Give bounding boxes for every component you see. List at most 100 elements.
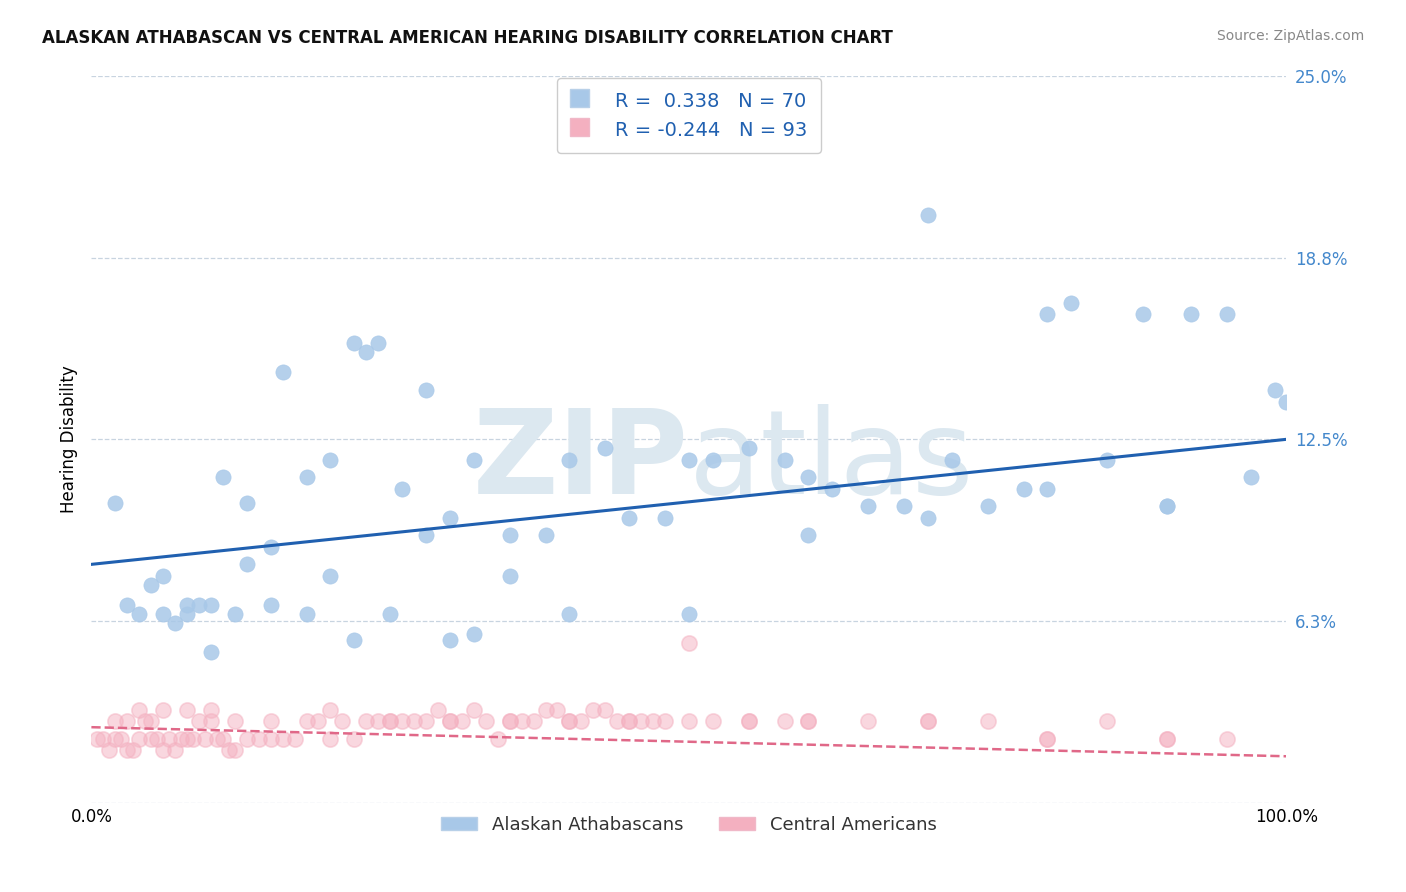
Point bbox=[122, 743, 145, 757]
Point bbox=[141, 731, 162, 746]
Point bbox=[498, 528, 520, 542]
Point bbox=[271, 366, 294, 380]
Point bbox=[319, 569, 342, 583]
Point bbox=[378, 714, 402, 729]
Point bbox=[582, 703, 605, 717]
Text: ALASKAN ATHABASCAN VS CENTRAL AMERICAN HEARING DISABILITY CORRELATION CHART: ALASKAN ATHABASCAN VS CENTRAL AMERICAN H… bbox=[42, 29, 893, 46]
Point bbox=[1215, 731, 1237, 746]
Point bbox=[641, 714, 664, 729]
Point bbox=[619, 714, 641, 729]
Point bbox=[941, 452, 963, 467]
Point bbox=[367, 336, 389, 351]
Point bbox=[200, 714, 222, 729]
Point bbox=[702, 714, 724, 729]
Point bbox=[797, 528, 820, 542]
Point bbox=[157, 731, 180, 746]
Point bbox=[354, 345, 377, 359]
Point bbox=[737, 441, 759, 455]
Y-axis label: Hearing Disability: Hearing Disability bbox=[59, 366, 77, 513]
Point bbox=[98, 743, 121, 757]
Point bbox=[439, 511, 461, 525]
Point bbox=[558, 452, 581, 467]
Point bbox=[893, 499, 915, 513]
Point bbox=[654, 511, 676, 525]
Point bbox=[152, 743, 174, 757]
Point bbox=[678, 607, 700, 621]
Point bbox=[176, 598, 198, 612]
Point bbox=[86, 731, 108, 746]
Point bbox=[211, 470, 233, 484]
Point bbox=[856, 499, 880, 513]
Point bbox=[354, 714, 377, 729]
Legend: Alaskan Athabascans, Central Americans: Alaskan Athabascans, Central Americans bbox=[434, 808, 943, 841]
Point bbox=[224, 607, 246, 621]
Point bbox=[439, 714, 461, 729]
Point bbox=[152, 607, 174, 621]
Point bbox=[619, 511, 641, 525]
Point bbox=[319, 452, 342, 467]
Point bbox=[224, 714, 246, 729]
Point bbox=[218, 743, 240, 757]
Point bbox=[271, 731, 294, 746]
Point bbox=[307, 714, 329, 729]
Point bbox=[558, 607, 581, 621]
Point bbox=[128, 703, 150, 717]
Point bbox=[235, 731, 259, 746]
Point bbox=[115, 743, 138, 757]
Point bbox=[486, 731, 509, 746]
Point bbox=[415, 383, 437, 397]
Point bbox=[1264, 383, 1286, 397]
Point bbox=[110, 731, 132, 746]
Point bbox=[187, 714, 211, 729]
Point bbox=[295, 607, 318, 621]
Point bbox=[917, 208, 939, 222]
Point bbox=[1156, 499, 1178, 513]
Point bbox=[976, 499, 998, 513]
Point bbox=[343, 731, 366, 746]
Point bbox=[474, 714, 498, 729]
Point bbox=[391, 482, 413, 496]
Point bbox=[152, 703, 174, 717]
Point bbox=[558, 714, 581, 729]
Point bbox=[1156, 499, 1178, 513]
Point bbox=[104, 714, 127, 729]
Point bbox=[737, 714, 759, 729]
Point bbox=[259, 714, 281, 729]
Point bbox=[678, 452, 700, 467]
Point bbox=[1156, 731, 1178, 746]
Point bbox=[426, 703, 449, 717]
Point bbox=[678, 636, 700, 650]
Point bbox=[200, 703, 222, 717]
Point bbox=[332, 714, 354, 729]
Point bbox=[630, 714, 652, 729]
Point bbox=[534, 528, 557, 542]
Point bbox=[104, 731, 127, 746]
Point bbox=[976, 714, 998, 729]
Point bbox=[187, 598, 211, 612]
Point bbox=[1180, 307, 1202, 321]
Point bbox=[163, 743, 186, 757]
Point bbox=[200, 644, 222, 658]
Point bbox=[295, 714, 318, 729]
Point bbox=[773, 452, 796, 467]
Point bbox=[1060, 295, 1083, 310]
Point bbox=[235, 496, 259, 510]
Point bbox=[678, 714, 700, 729]
Point bbox=[498, 569, 520, 583]
Point bbox=[702, 452, 724, 467]
Point bbox=[439, 632, 461, 647]
Point bbox=[194, 731, 217, 746]
Point bbox=[619, 714, 641, 729]
Point bbox=[235, 558, 259, 572]
Point bbox=[104, 496, 127, 510]
Point bbox=[205, 731, 228, 746]
Point bbox=[558, 714, 581, 729]
Point bbox=[176, 731, 198, 746]
Point bbox=[146, 731, 169, 746]
Point bbox=[115, 714, 138, 729]
Point bbox=[141, 714, 162, 729]
Point bbox=[343, 336, 366, 351]
Point bbox=[319, 703, 342, 717]
Point bbox=[593, 703, 616, 717]
Point bbox=[93, 731, 114, 746]
